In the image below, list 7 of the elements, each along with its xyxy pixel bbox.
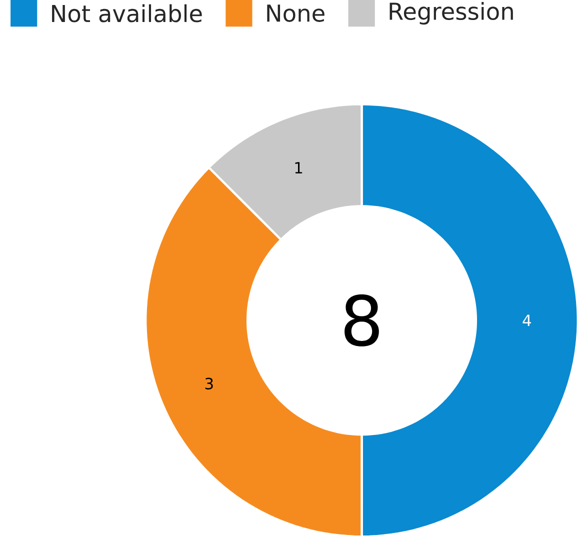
data-label: 3 (205, 378, 213, 390)
legend-label: Regression (390, 2, 513, 25)
text: 8 (344, 294, 379, 347)
data-label: 4 (522, 314, 532, 326)
legend-label: Not available (52, 4, 202, 22)
legend-label: None (267, 4, 324, 22)
data-label: 1 (295, 162, 302, 174)
